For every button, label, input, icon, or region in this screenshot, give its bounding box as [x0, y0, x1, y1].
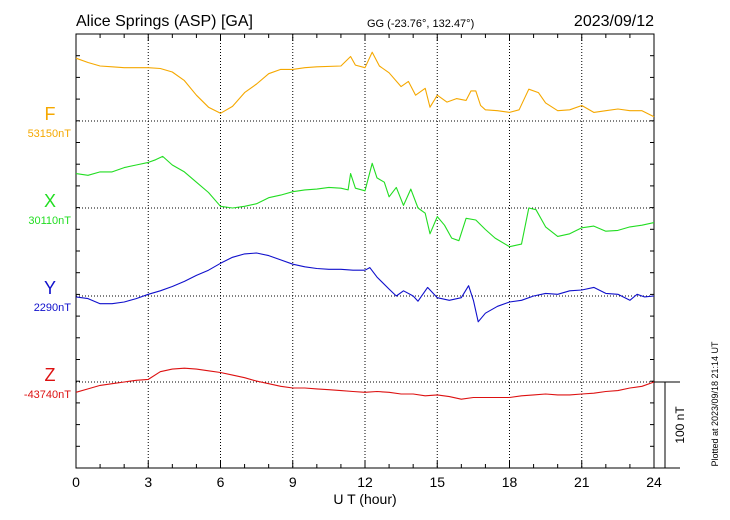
station-title: Alice Springs (ASP) [GA]: [76, 13, 253, 30]
x-tick-label-0: 0: [72, 474, 80, 490]
label-layer: 0 3 6 9 12 15 18 21 24 F 53150nT X 30110nT Y 2290nT Z -4…: [24, 104, 662, 490]
series-baseline-Y: 2290nT: [34, 302, 72, 314]
plotted-at-note: Plotted at 2023/09/18 21:14 UT: [710, 341, 720, 467]
series-line-F: [75, 51, 655, 118]
x-tick-label-6: 6: [217, 474, 225, 490]
x-tick-label-15: 15: [429, 474, 445, 490]
x-tick-label-18: 18: [502, 474, 518, 490]
station-coords: GG (-23.76°, 132.47°): [367, 18, 474, 30]
series-line-Y: [75, 252, 655, 323]
x-tick-label-12: 12: [357, 474, 373, 490]
tick-layer: [75, 34, 655, 468]
plot-date: 2023/09/12: [574, 13, 654, 30]
x-axis-label: U T (hour): [333, 491, 396, 507]
series-baseline-X: 30110nT: [28, 215, 71, 227]
scale-bar: 100 nT: [654, 381, 687, 469]
x-tick-label-21: 21: [574, 474, 590, 490]
grid-layer: [76, 34, 654, 468]
series-name-F: F: [45, 104, 56, 124]
series-line-X: [75, 155, 655, 248]
series-name-X: X: [44, 191, 56, 211]
scale-bar-label: 100 nT: [673, 406, 687, 444]
series-line-Z: [75, 367, 655, 400]
series-name-Z: Z: [45, 365, 56, 385]
series-name-Y: Y: [44, 278, 56, 298]
x-tick-label-3: 3: [144, 474, 152, 490]
x-tick-label-9: 9: [289, 474, 297, 490]
series-baseline-F: 53150nT: [28, 128, 72, 140]
series-baseline-Z: -43740nT: [24, 389, 71, 401]
x-tick-label-24: 24: [646, 474, 662, 490]
series-layer: [75, 51, 655, 400]
